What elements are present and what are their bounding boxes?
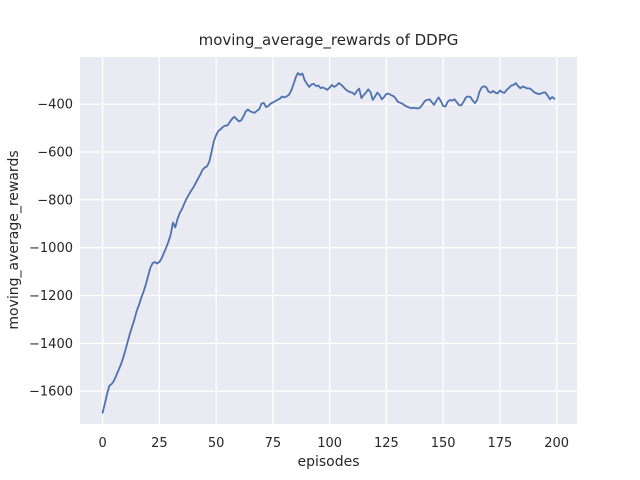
moving-average-rewards-line (101, 72, 556, 414)
x-tick-label: 75 (265, 436, 282, 451)
y-tick-label: −800 (37, 193, 73, 208)
y-tick-label: −1000 (29, 241, 73, 256)
x-tick-label: 200 (544, 436, 569, 451)
y-tick-label: −1200 (29, 289, 73, 304)
x-tick-label: 50 (208, 436, 225, 451)
y-tick-label: −1600 (29, 385, 73, 400)
x-tick-label: 25 (151, 436, 168, 451)
x-tick-label: 150 (431, 436, 456, 451)
x-tick-labels: 0 25 50 75 100 125 150 175 200 (98, 436, 569, 451)
y-tick-label: −600 (37, 145, 73, 160)
y-tick-labels: −400 −600 −800 −1000 −1200 −1400 −1600 (29, 98, 73, 400)
y-tick-label: −400 (37, 98, 73, 113)
x-axis-label: episodes (297, 454, 359, 470)
chart-title: moving_average_rewards of DDPG (199, 31, 459, 50)
x-tick-label: 125 (374, 436, 399, 451)
x-tick-label: 0 (98, 436, 106, 451)
y-tick-label: −1400 (29, 337, 73, 352)
grid-lines (80, 57, 577, 424)
plot-background (80, 57, 577, 424)
x-tick-label: 100 (317, 436, 342, 451)
y-axis-label: moving_average_rewards (6, 150, 22, 329)
x-tick-label: 175 (488, 436, 513, 451)
